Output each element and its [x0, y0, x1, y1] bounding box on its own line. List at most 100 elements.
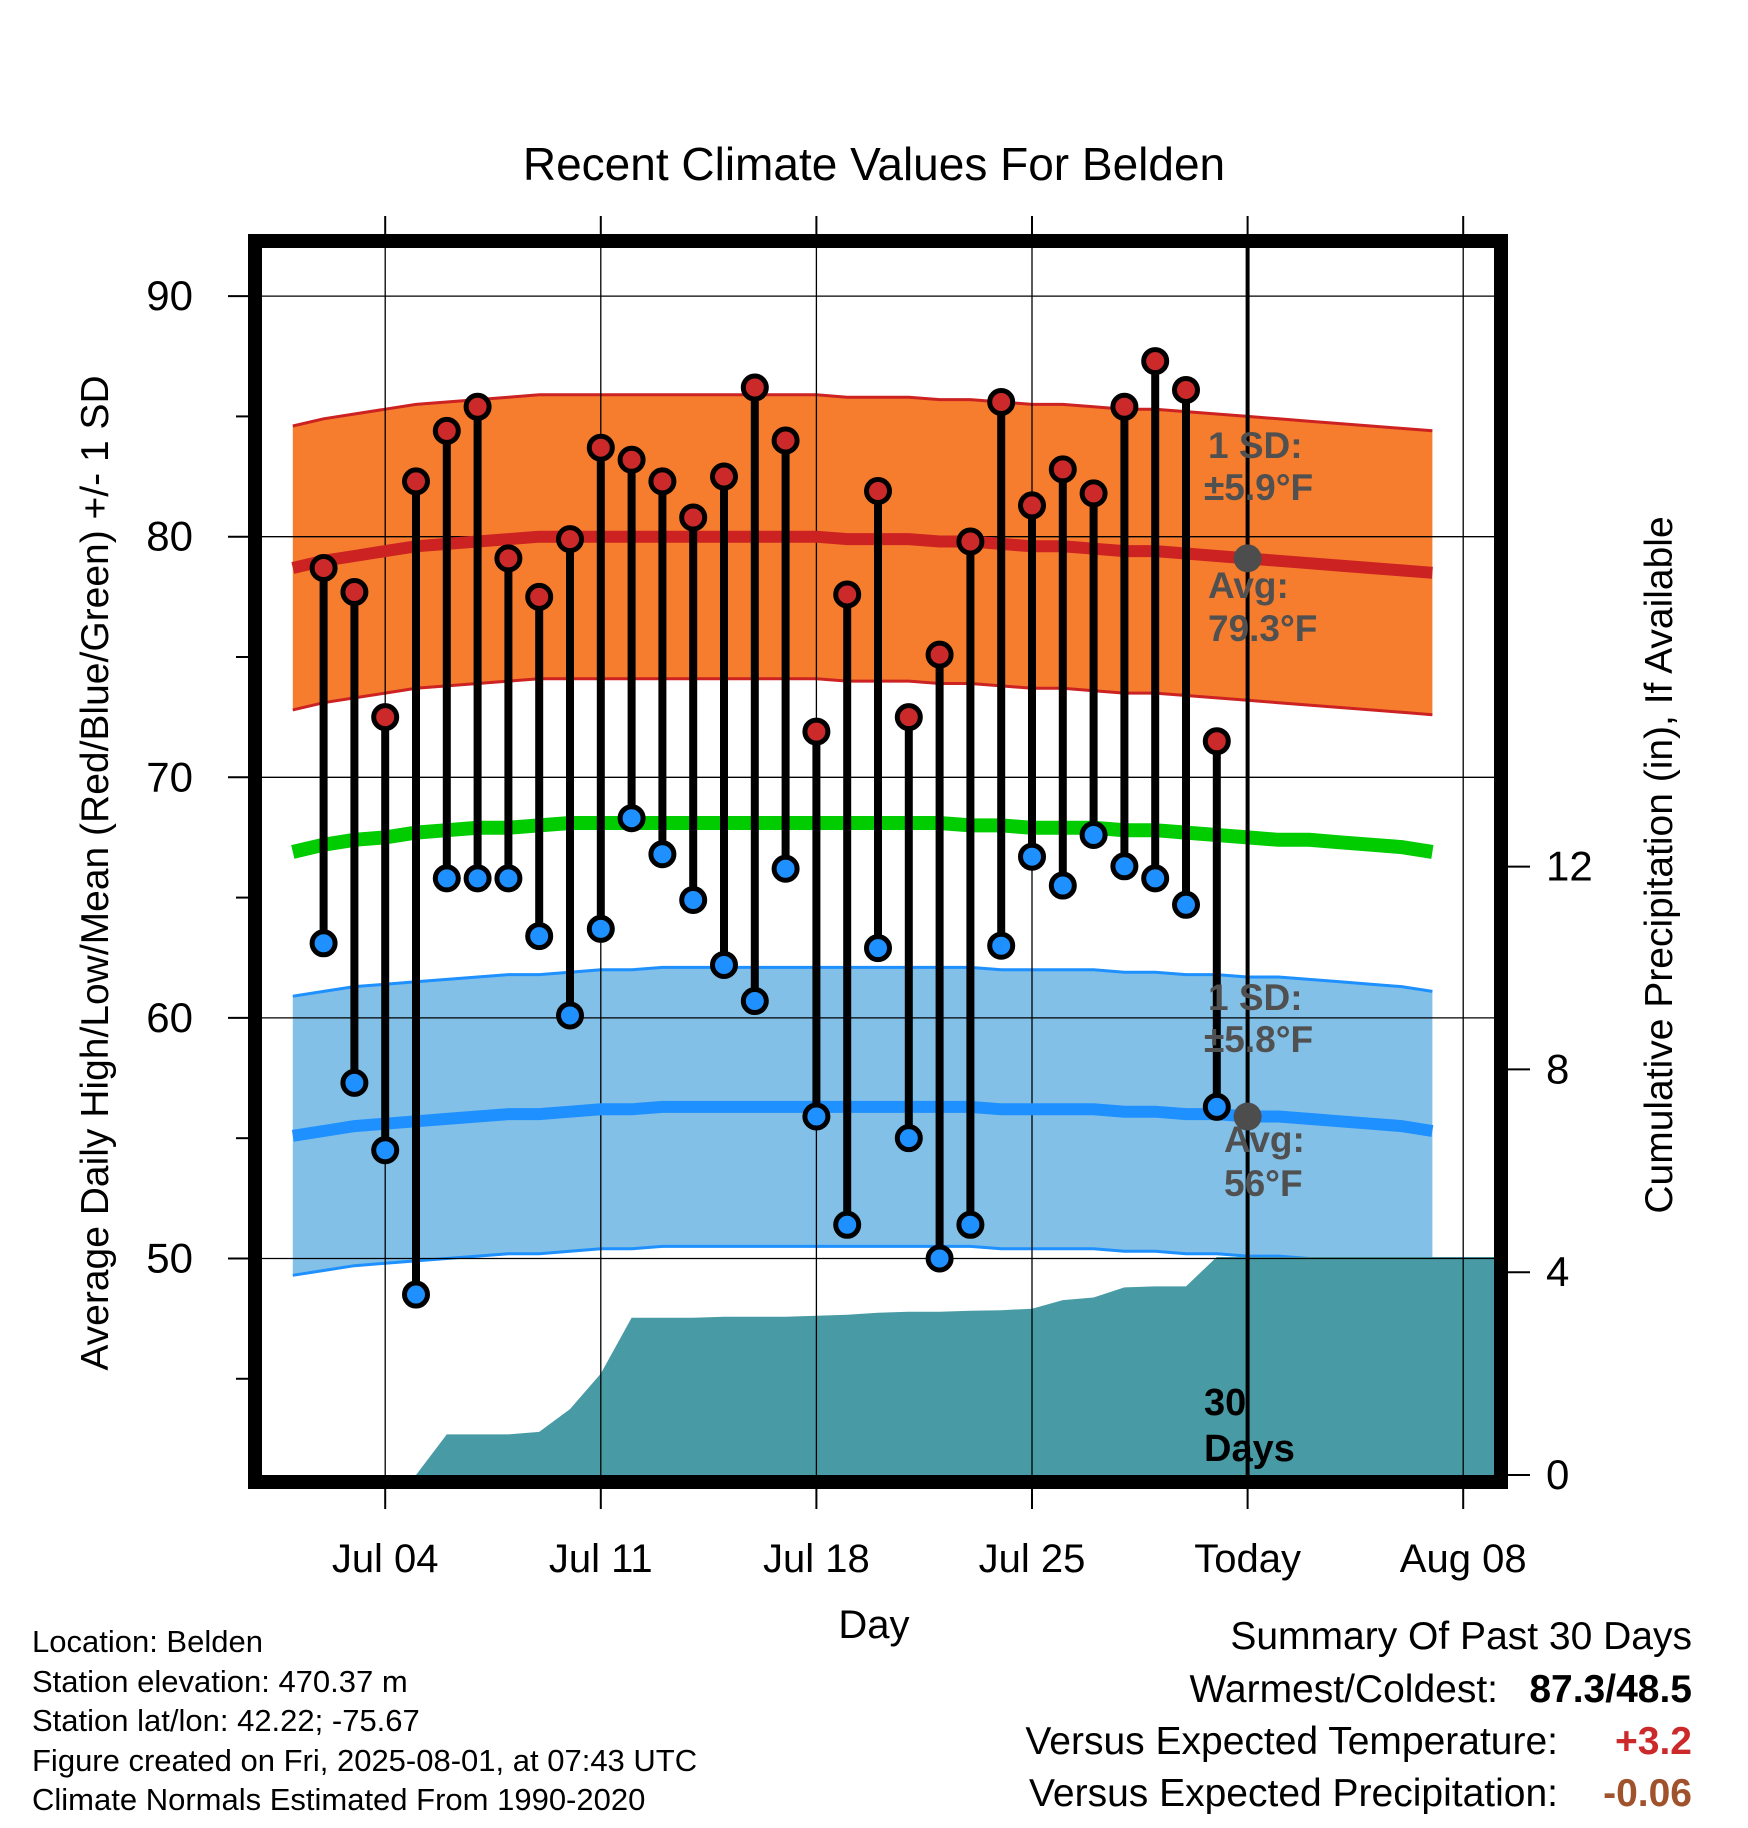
daily-high-point	[432, 416, 461, 445]
daily-high-point	[1202, 727, 1231, 756]
station-info: Location: Belden Station elevation: 470.…	[32, 1622, 697, 1820]
low-band-upper-edge	[292, 965, 1433, 998]
daily-low-point	[1202, 1092, 1231, 1121]
y2-axis-label: Cumulative Precipitation (in), If Availa…	[1638, 516, 1681, 1213]
daily-high-point	[771, 426, 800, 455]
daily-low-point	[894, 1124, 923, 1153]
high-avg-label: Avg:	[1208, 565, 1289, 606]
daily-high-point	[586, 433, 615, 462]
daily-low-point	[987, 931, 1016, 960]
y2-tick-label: 8	[1546, 1045, 1569, 1092]
daily-low-point	[340, 1068, 369, 1097]
y2-tick-label: 4	[1546, 1248, 1569, 1295]
temp-anomaly-value: +3.2	[1615, 1720, 1692, 1763]
daily-low-point	[648, 840, 677, 869]
summary-panel: Summary Of Past 30 Days Warmest/Coldest:…	[1025, 1610, 1692, 1820]
daily-low-point	[1048, 871, 1077, 900]
y2-tick-label: 12	[1546, 843, 1593, 890]
daily-low-point	[833, 1210, 862, 1239]
y-tick-label: 90	[146, 272, 193, 319]
daily-low-point	[956, 1210, 985, 1239]
y-tick-label: 70	[146, 753, 193, 800]
temp-anomaly-label: Versus Expected Temperature:	[1025, 1720, 1558, 1763]
daily-high-point	[802, 717, 831, 746]
daily-high-point	[556, 525, 584, 554]
summary-row-temperature: Versus Expected Temperature: +3.2	[1025, 1716, 1692, 1768]
daily-low-point	[309, 929, 338, 958]
daily-high-point	[1110, 392, 1139, 421]
cumulative-precip-area	[416, 1257, 1494, 1475]
daily-high-point	[1048, 455, 1077, 484]
created-text: Figure created on Fri, 2025-08-01, at 07…	[32, 1742, 698, 1778]
low-sd-band	[292, 967, 1433, 1276]
daily-low-point	[1018, 842, 1046, 871]
daily-low-point	[925, 1244, 954, 1273]
daily-high-point	[987, 387, 1016, 416]
daily-low-point	[710, 950, 738, 979]
x-tick-label: Today	[1194, 1537, 1301, 1581]
low-avg-value: 56°F	[1224, 1163, 1303, 1204]
low-avg-label: Avg:	[1224, 1119, 1305, 1160]
low-sd-value: ±5.8°F	[1204, 1019, 1313, 1060]
daily-low-point	[771, 854, 800, 883]
daily-low-point	[463, 864, 492, 893]
daily-high-point	[1172, 375, 1200, 404]
daily-high-point	[710, 462, 738, 491]
x-tick-label: Jul 25	[979, 1537, 1086, 1581]
daily-low-point	[1079, 821, 1108, 850]
y-axis-label: Average Daily High/Low/Mean (Red/Blue/Gr…	[74, 375, 117, 1370]
daily-low-point	[740, 987, 769, 1016]
high-avg-value: 79.3°F	[1208, 608, 1317, 649]
daily-low-point	[371, 1136, 400, 1165]
daily-high-point	[740, 373, 769, 402]
y-tick-label: 60	[146, 994, 193, 1041]
daily-low-point	[1141, 864, 1170, 893]
daily-high-point	[617, 445, 646, 474]
daily-high-point	[463, 392, 492, 421]
daily-high-point	[894, 703, 923, 732]
warmest-coldest-value: 87.3/48.5	[1529, 1668, 1692, 1711]
location-text: Location: Belden	[32, 1624, 263, 1659]
daily-low-point	[617, 804, 646, 833]
y-tick-label: 50	[146, 1234, 193, 1281]
daily-high-point	[525, 582, 554, 611]
y2-tick-label: 0	[1546, 1451, 1569, 1498]
daily-low-point	[525, 922, 554, 951]
x-tick-label: Jul 11	[549, 1537, 653, 1581]
daily-high-point	[309, 553, 338, 582]
daily-low-point	[802, 1102, 831, 1131]
today-low-normal-marker	[1233, 1102, 1262, 1131]
elevation-text: Station elevation: 470.37 m	[32, 1663, 408, 1699]
daily-low-point	[494, 864, 523, 893]
daily-high-point	[833, 580, 862, 609]
precip-anomaly-label: Versus Expected Precipitation:	[1029, 1772, 1558, 1815]
summary-row-precipitation: Versus Expected Precipitation: -0.06	[1025, 1768, 1692, 1820]
daily-low-point	[432, 864, 461, 893]
high-sd-band	[292, 394, 1433, 715]
daily-low-point	[679, 885, 708, 914]
x-tick-label: Jul 18	[763, 1537, 870, 1581]
plot-frame	[248, 234, 1508, 1489]
latlon-text: Station lat/lon: 42.22; -75.67	[32, 1703, 420, 1738]
daily-high-point	[340, 578, 369, 607]
y-tick-label: 80	[146, 513, 193, 560]
high-sd-label: 1 SD:	[1208, 425, 1303, 466]
low-sd-label: 1 SD:	[1208, 977, 1303, 1018]
daily-low-point	[864, 934, 892, 963]
daily-high-point	[1018, 491, 1046, 520]
warmest-coldest-label: Warmest/Coldest:	[1189, 1668, 1498, 1711]
daily-high-point	[402, 467, 430, 496]
daily-high-point	[1079, 479, 1108, 508]
window-length-number: 30	[1204, 1382, 1246, 1424]
daily-low-point	[402, 1280, 430, 1309]
daily-low-point	[586, 914, 615, 943]
daily-low-point	[1110, 852, 1139, 881]
x-axis-label: Day	[838, 1603, 909, 1647]
daily-high-point	[956, 527, 985, 556]
high-sd-value: ±5.9°F	[1204, 467, 1313, 508]
x-tick-label: Aug 08	[1400, 1537, 1527, 1581]
chart-title: Recent Climate Values For Belden	[523, 138, 1225, 190]
precip-anomaly-value: -0.06	[1603, 1772, 1692, 1815]
daily-low-point	[1172, 890, 1200, 919]
